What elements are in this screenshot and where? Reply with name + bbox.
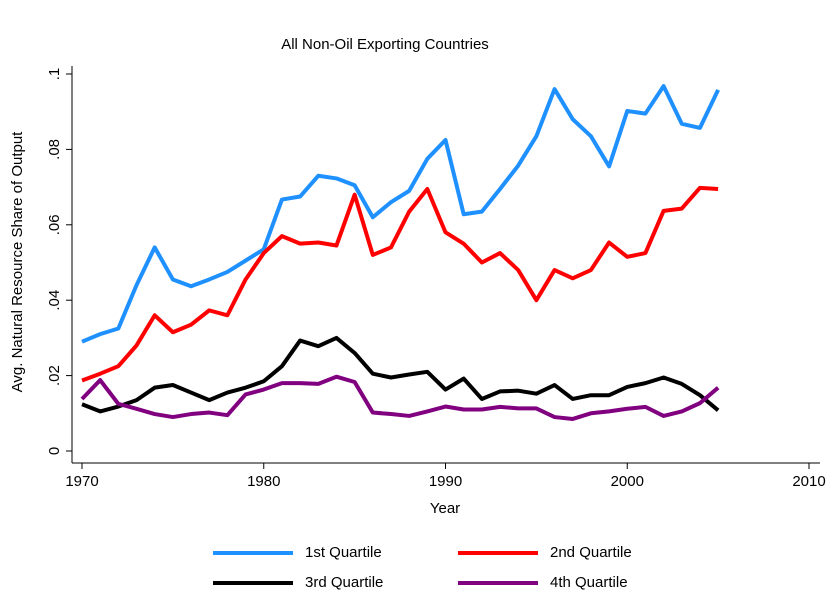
x-tick-label: 2010 (792, 473, 825, 490)
series-line (81, 335, 720, 414)
legend-label: 1st Quartile (305, 544, 382, 561)
x-tick-label: 1990 (429, 473, 462, 490)
series-line (81, 185, 719, 383)
legend-label: 2nd Quartile (550, 544, 632, 561)
series-line (80, 374, 720, 421)
x-tick-label: 2000 (611, 473, 644, 490)
legend-label: 3rd Quartile (305, 574, 383, 591)
y-tick-label: .1 (46, 68, 63, 81)
x-axis-label: Year (430, 500, 460, 517)
y-tick-label: .04 (46, 290, 63, 311)
y-tick-label: .06 (46, 214, 63, 235)
y-axis-label: Avg. Natural Resource Share of Output (9, 131, 26, 393)
y-tick-label: 0 (46, 447, 63, 455)
x-tick-label: 1980 (247, 473, 280, 490)
y-tick-label: .08 (46, 139, 63, 160)
x-tick-label: 1970 (65, 473, 98, 490)
y-tick-label: .02 (46, 365, 63, 386)
series-line (81, 84, 720, 344)
chart-title: All Non-Oil Exporting Countries (281, 36, 489, 53)
legend-label: 4th Quartile (550, 574, 628, 591)
